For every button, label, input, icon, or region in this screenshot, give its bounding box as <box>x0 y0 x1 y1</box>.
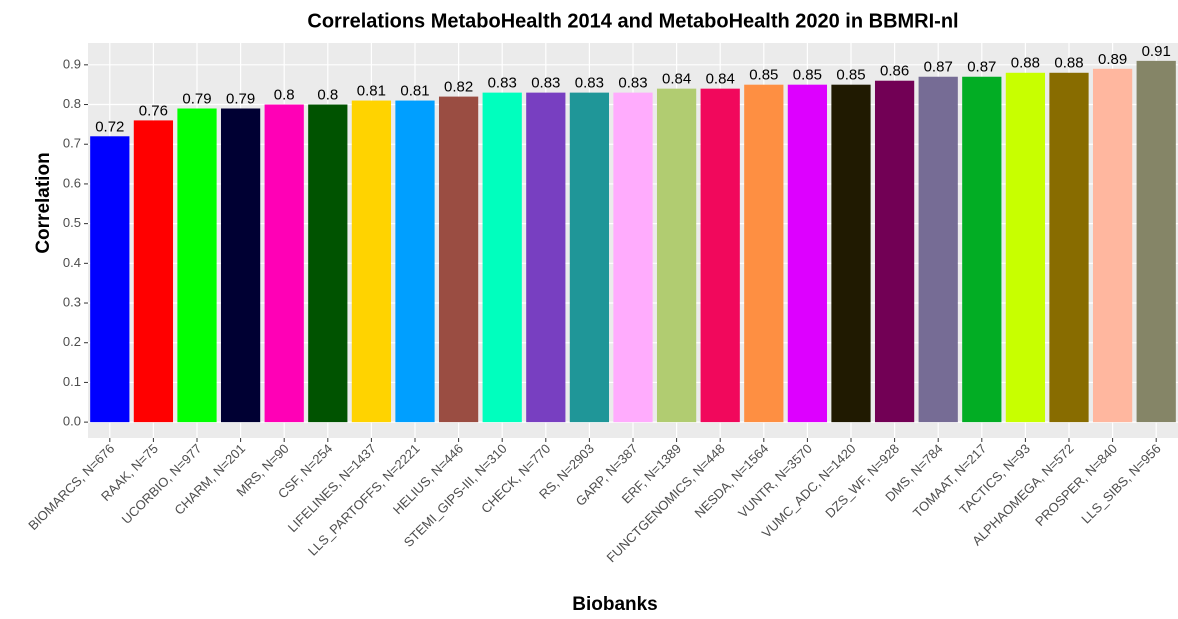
bar <box>962 76 1002 423</box>
value-label: 0.79 <box>226 90 255 107</box>
y-tick-label: 0.1 <box>63 374 81 389</box>
bar <box>395 100 435 423</box>
bar <box>133 120 174 423</box>
bar <box>1049 72 1089 423</box>
value-label: 0.83 <box>618 75 647 92</box>
value-label: 0.83 <box>531 75 560 92</box>
y-tick-label: 0.7 <box>63 136 81 151</box>
bar <box>744 84 784 423</box>
x-tick-label: LLS_SIBS, N=956 <box>1078 441 1163 526</box>
value-label: 0.8 <box>317 87 338 104</box>
bar <box>264 104 304 423</box>
value-label: 0.82 <box>444 79 473 96</box>
y-tick-label: 0.6 <box>63 175 81 190</box>
x-axis-title: Biobanks <box>572 594 658 615</box>
value-label: 0.87 <box>967 59 996 76</box>
x-tick-label: PROSPER, N=840 <box>1032 441 1120 529</box>
y-axis-title: Correlation <box>33 152 54 253</box>
bar <box>438 96 479 423</box>
x-tick-label: UCORBIO, N=977 <box>119 441 205 527</box>
bar <box>918 76 958 423</box>
x-tick-label: VUNTR, N=3570 <box>735 441 815 521</box>
value-label: 0.83 <box>575 75 604 92</box>
value-label: 0.76 <box>139 102 168 119</box>
bar <box>613 92 653 423</box>
value-label: 0.87 <box>924 59 953 76</box>
y-tick-label: 0.3 <box>63 294 81 309</box>
value-label: 0.8 <box>274 87 295 104</box>
bar <box>831 84 871 423</box>
bar <box>700 88 740 423</box>
value-label: 0.86 <box>880 63 909 80</box>
value-label: 0.89 <box>1098 51 1127 68</box>
y-tick-label: 0.9 <box>63 56 81 71</box>
x-tick-label: DZS_WF, N=928 <box>822 441 902 521</box>
value-label: 0.88 <box>1011 55 1040 72</box>
bar <box>526 92 566 423</box>
value-label: 0.85 <box>749 67 778 84</box>
value-label: 0.81 <box>400 83 429 100</box>
bar <box>656 88 697 423</box>
value-label: 0.84 <box>706 71 735 88</box>
y-tick-label: 0.0 <box>63 414 81 429</box>
value-label: 0.72 <box>95 118 124 135</box>
bar <box>220 108 261 423</box>
y-tick-label: 0.2 <box>63 334 81 349</box>
value-label: 0.85 <box>793 67 822 84</box>
value-label: 0.79 <box>182 90 211 107</box>
x-tick-label: NESDA, N=1564 <box>692 441 772 521</box>
x-tick-label: TOMAAT, N=217 <box>910 441 989 520</box>
y-tick-label: 0.4 <box>63 255 81 270</box>
marks: 0.72 0.76 0.79 0.79 0.8 0.8 0.81 0.81 0.82 0.83 0.… <box>90 43 1176 423</box>
value-label: 0.91 <box>1142 43 1171 60</box>
bar <box>482 92 522 423</box>
bar <box>351 100 392 423</box>
value-label: 0.84 <box>662 71 691 88</box>
bar <box>308 104 348 423</box>
value-label: 0.85 <box>836 67 865 84</box>
value-label: 0.88 <box>1054 55 1083 72</box>
bar <box>1005 72 1046 423</box>
y-tick-label: 0.5 <box>63 215 81 230</box>
chart-title: Correlations MetaboHealth 2014 and Metab… <box>307 10 958 32</box>
y-tick-label: 0.8 <box>63 96 81 111</box>
bar <box>1136 60 1176 423</box>
bar <box>874 80 915 423</box>
bar <box>569 92 610 423</box>
bar <box>90 136 130 423</box>
bar <box>177 108 217 423</box>
bar <box>787 84 828 423</box>
bar <box>1092 68 1133 423</box>
value-label: 0.81 <box>357 83 386 100</box>
value-label: 0.83 <box>488 75 517 92</box>
